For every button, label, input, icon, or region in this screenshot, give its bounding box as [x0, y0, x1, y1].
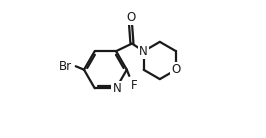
Text: N: N — [139, 45, 148, 58]
Text: N: N — [113, 82, 121, 95]
Text: O: O — [171, 63, 181, 76]
Text: O: O — [126, 11, 135, 24]
Text: F: F — [131, 79, 138, 92]
Text: Br: Br — [59, 60, 72, 73]
